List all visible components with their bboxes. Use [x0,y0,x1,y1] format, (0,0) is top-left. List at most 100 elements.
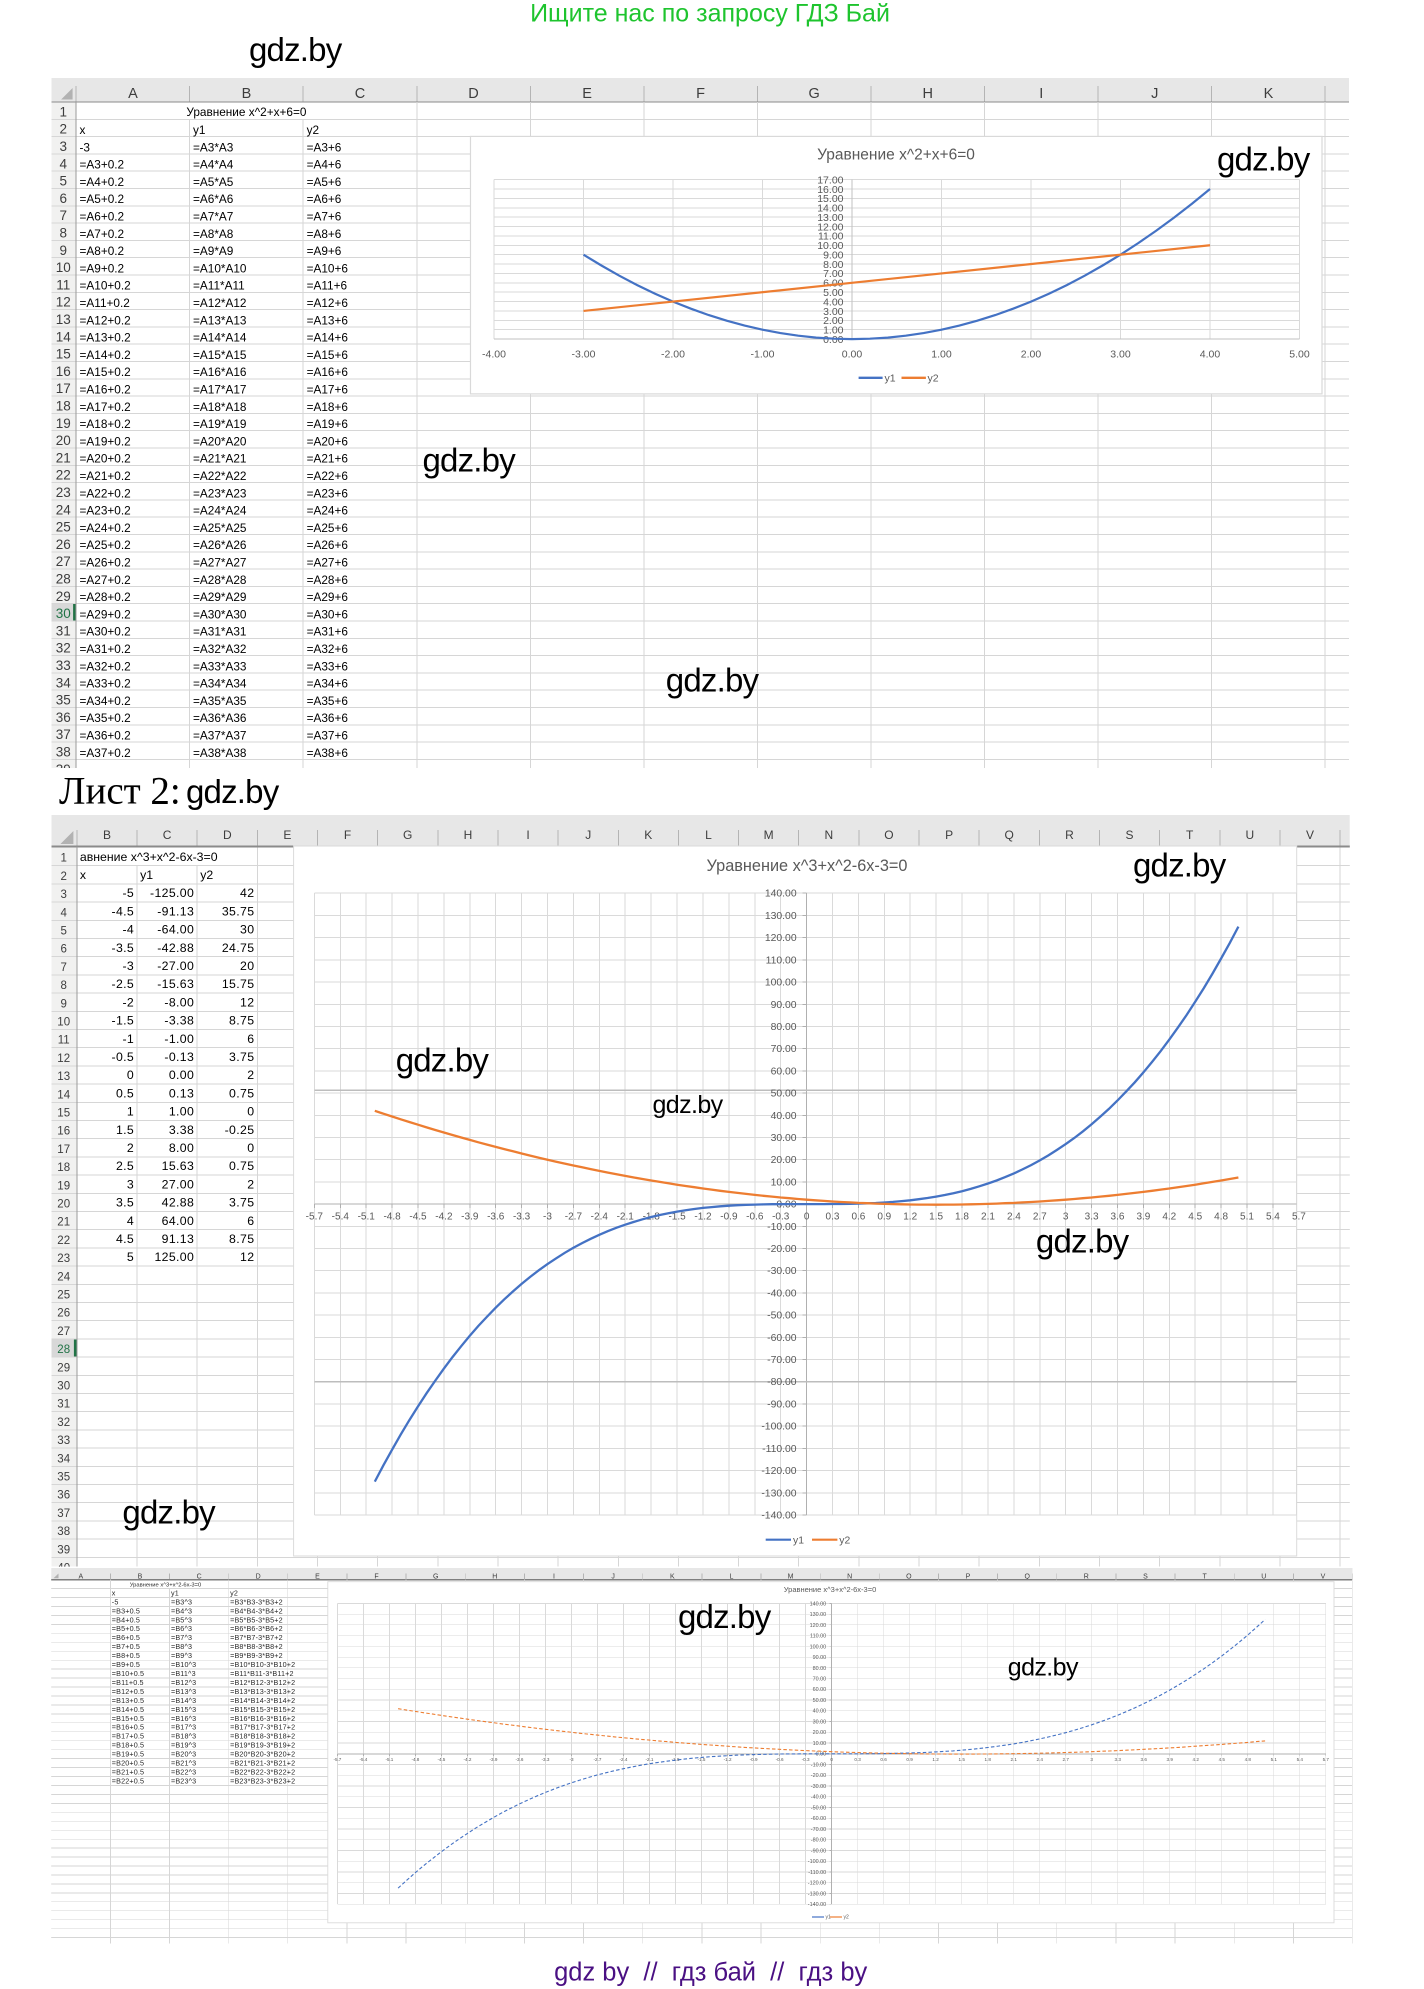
svg-text:=A25+6: =A25+6 [307,521,349,535]
svg-text:5: 5 [60,174,68,189]
svg-text:O: O [906,1573,912,1580]
svg-text:120.00: 120.00 [810,1623,827,1629]
svg-text:125.00: 125.00 [154,1250,194,1264]
svg-text:40.00: 40.00 [771,1111,797,1122]
svg-text:-2.1: -2.1 [646,1757,654,1762]
svg-text:=B5^3: =B5^3 [171,1615,192,1624]
svg-text:=A10*A10: =A10*A10 [193,261,247,275]
svg-text:9: 9 [60,998,66,1010]
svg-text:x: x [112,1589,116,1598]
svg-text:1: 1 [127,1105,134,1119]
svg-text:-80.00: -80.00 [811,1838,826,1844]
svg-text:-3.9: -3.9 [461,1212,479,1223]
svg-text:Уравнение x^3+x^2-6x-3=0: Уравнение x^3+x^2-6x-3=0 [707,857,908,875]
svg-text:20: 20 [56,433,71,448]
svg-text:N: N [824,828,833,842]
svg-text:-4.00: -4.00 [482,349,506,361]
svg-text:-0.9: -0.9 [750,1757,758,1762]
svg-text:4: 4 [60,907,67,919]
svg-text:4.2: 4.2 [1193,1757,1200,1762]
svg-text:-1: -1 [122,1032,134,1046]
svg-text:60.00: 60.00 [771,1066,797,1077]
svg-text:=B12*B12-3*B12+2: =B12*B12-3*B12+2 [230,1678,295,1687]
svg-text:31: 31 [56,623,71,638]
svg-text:36: 36 [57,1490,70,1502]
svg-text:=B23*B23-3*B23+2: =B23*B23-3*B23+2 [230,1776,295,1785]
svg-text:0.9: 0.9 [877,1212,891,1223]
svg-text:D: D [256,1573,261,1580]
svg-text:18: 18 [56,399,71,414]
svg-text:15.75: 15.75 [222,977,255,991]
svg-text:22: 22 [56,468,71,483]
svg-text:=A9+6: =A9+6 [307,244,342,258]
svg-text:G: G [433,1573,438,1580]
svg-text:gdz.by: gdz.by [1036,1223,1130,1260]
svg-text:=A9+0.2: =A9+0.2 [80,261,125,275]
svg-text:39: 39 [57,1544,70,1556]
svg-text:=A31+6: =A31+6 [307,625,349,639]
svg-text:=A26+0.2: =A26+0.2 [80,556,131,570]
svg-text:2.4: 2.4 [1007,1212,1021,1223]
svg-text:-4.2: -4.2 [464,1757,472,1762]
svg-text:F: F [696,86,705,102]
svg-text:Q: Q [1024,1573,1030,1580]
svg-text:=A19+0.2: =A19+0.2 [80,434,131,448]
svg-text:T: T [1202,1573,1207,1580]
svg-text:=B6*B6-3*B6+2: =B6*B6-3*B6+2 [230,1624,283,1633]
svg-text:34: 34 [57,1453,70,1465]
svg-text:Уравнение x^2+x+6=0: Уравнение x^2+x+6=0 [817,147,975,164]
svg-text:=B18^3: =B18^3 [171,1732,196,1741]
svg-text:=A30+0.2: =A30+0.2 [80,625,131,639]
svg-text:1.5: 1.5 [959,1757,966,1762]
svg-text:H: H [492,1573,497,1580]
svg-text:-60.00: -60.00 [811,1816,826,1822]
svg-text:4: 4 [60,156,68,171]
svg-text:-0.3: -0.3 [802,1757,810,1762]
svg-text:91.13: 91.13 [162,1232,195,1246]
svg-text:=A3+6: =A3+6 [307,140,342,154]
svg-text:7.00: 7.00 [823,268,844,280]
svg-text:-2.00: -2.00 [661,349,685,361]
svg-text:I: I [1039,86,1043,102]
svg-text:-91.13: -91.13 [157,904,194,918]
svg-text:y2: y2 [307,123,319,137]
svg-text:7: 7 [60,208,68,223]
svg-text:=B5+0.5: =B5+0.5 [112,1624,140,1633]
svg-text:3.9: 3.9 [1167,1757,1174,1762]
svg-text:1.5: 1.5 [929,1212,943,1223]
svg-text:-50.00: -50.00 [811,1805,826,1811]
svg-text:y1: y1 [171,1589,179,1598]
svg-text:17: 17 [56,381,71,396]
svg-text:x: x [80,868,87,882]
svg-text:=A15+0.2: =A15+0.2 [80,365,131,379]
svg-text:=B7^3: =B7^3 [171,1633,192,1642]
svg-text:3.75: 3.75 [229,1050,254,1064]
svg-text:1.8: 1.8 [955,1212,969,1223]
svg-text:-1.2: -1.2 [724,1757,732,1762]
svg-text:26: 26 [56,537,71,552]
svg-text:4.00: 4.00 [1200,349,1221,361]
svg-text:-20.00: -20.00 [767,1244,797,1255]
svg-text:-80.00: -80.00 [767,1377,797,1388]
svg-text:19: 19 [57,1180,70,1192]
svg-text:=A29+6: =A29+6 [307,590,349,604]
svg-text:21: 21 [56,450,71,465]
svg-text:2.1: 2.1 [981,1212,995,1223]
svg-text:gdz.by: gdz.by [122,1494,216,1531]
svg-text:23: 23 [56,485,71,500]
svg-text:2: 2 [60,122,68,137]
svg-text:4.5: 4.5 [1188,1212,1202,1223]
svg-text:-3: -3 [569,1757,574,1762]
svg-text:28: 28 [56,572,71,587]
svg-text:=B14^3: =B14^3 [171,1696,196,1705]
svg-text:5.1: 5.1 [1271,1757,1278,1762]
svg-text:=A23+0.2: =A23+0.2 [80,504,131,518]
svg-text:-120.00: -120.00 [761,1466,796,1477]
svg-text:=A23*A23: =A23*A23 [193,486,247,500]
svg-text:24: 24 [57,1271,70,1283]
svg-text:=A4+6: =A4+6 [307,158,342,172]
svg-text:y2: y2 [928,373,939,385]
svg-text:16: 16 [57,1126,70,1138]
svg-text:5.7: 5.7 [1292,1212,1306,1223]
svg-text:35: 35 [56,693,71,708]
